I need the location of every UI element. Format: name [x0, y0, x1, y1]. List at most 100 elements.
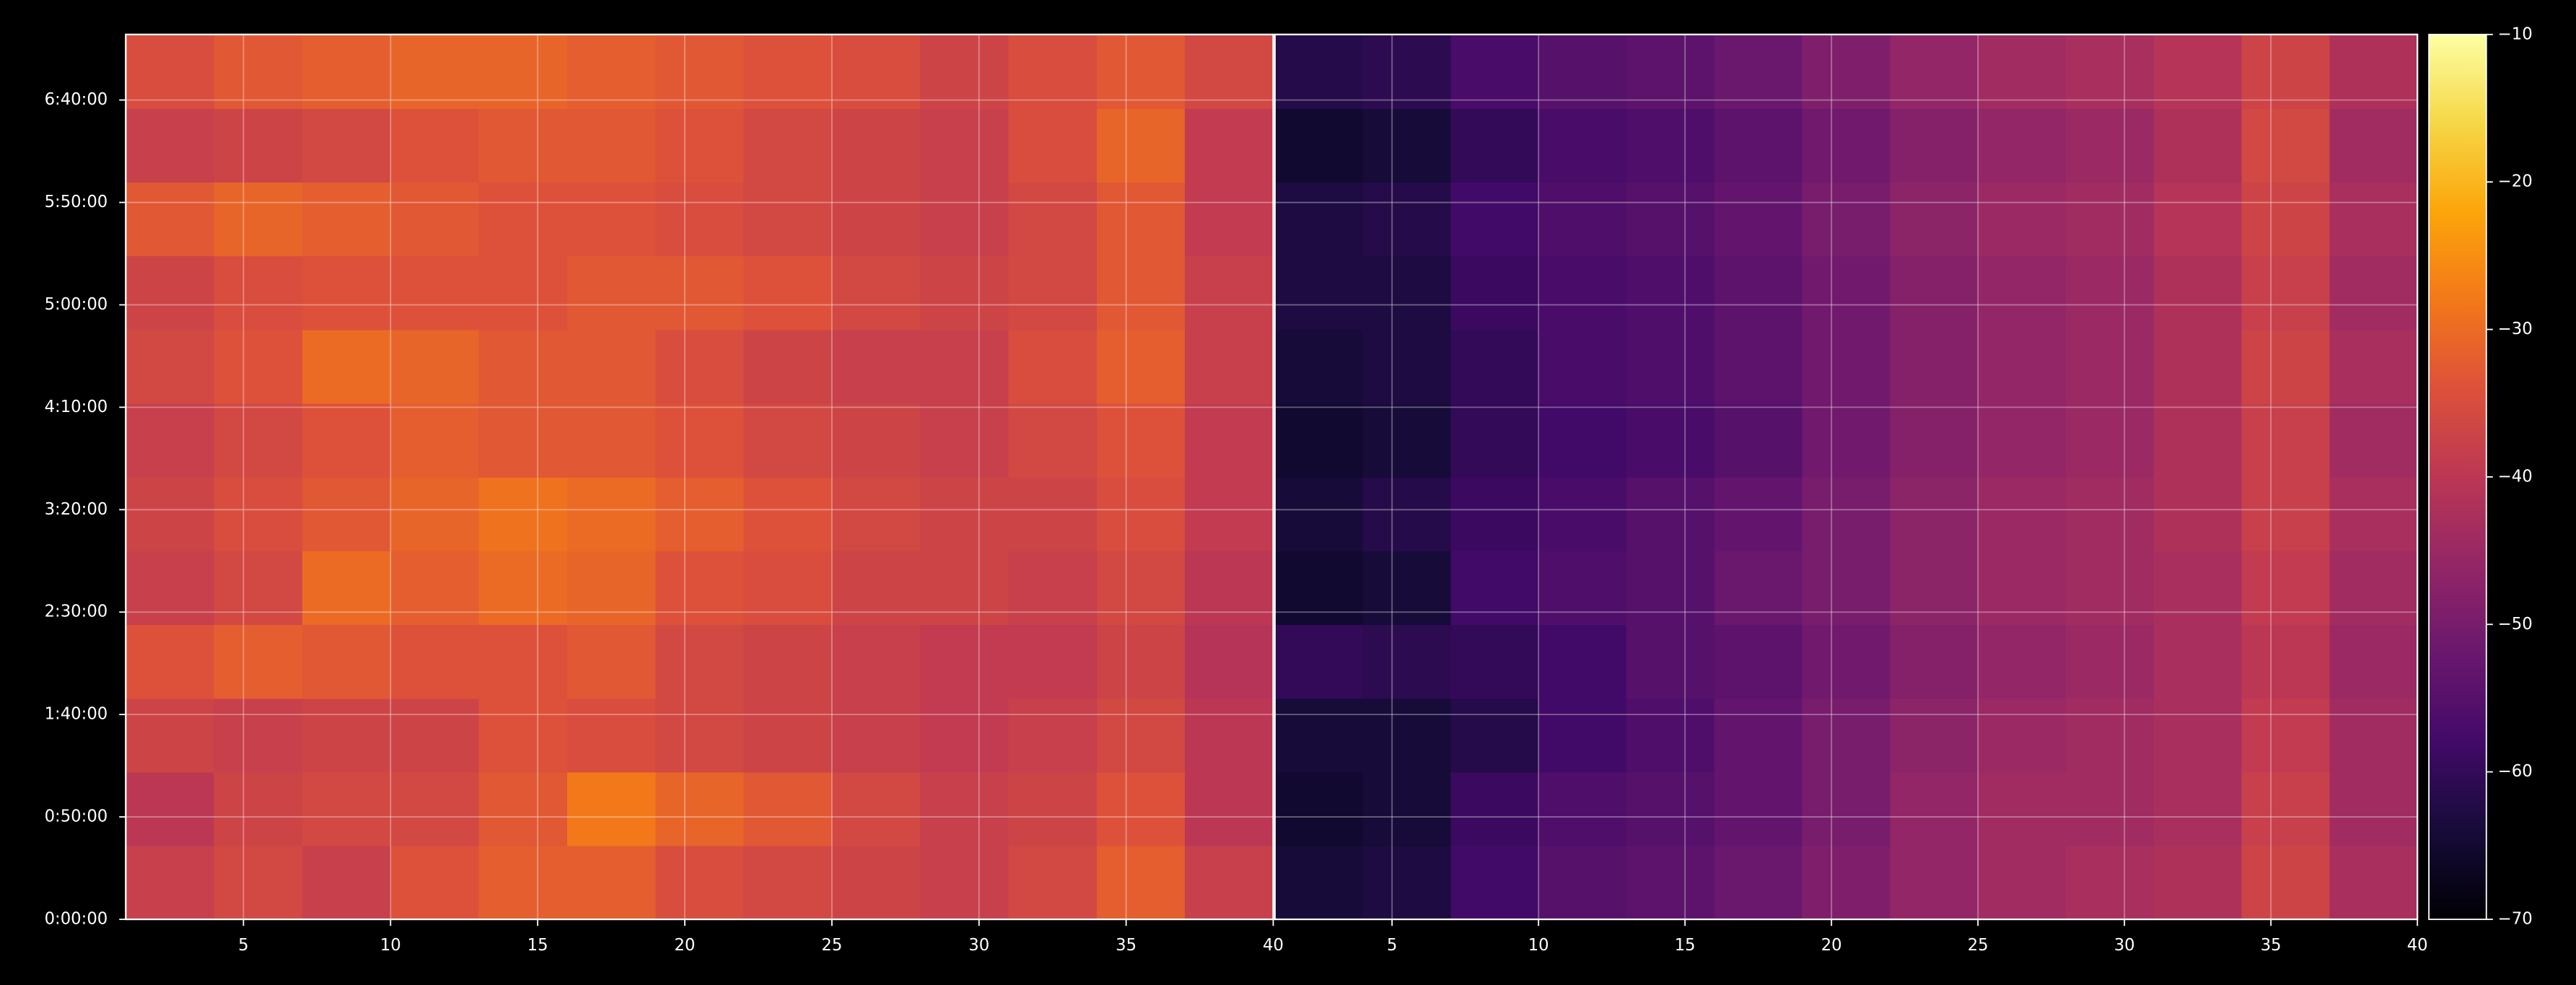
heatmap-cell	[831, 403, 921, 478]
heatmap-cell	[1096, 771, 1186, 846]
heatmap-cell	[1362, 551, 1452, 626]
x-tick-label: 35	[2261, 936, 2282, 955]
heatmap-cell	[1978, 624, 2067, 699]
heatmap-cell	[920, 182, 1009, 257]
heatmap-cell	[1450, 403, 1540, 478]
heatmap-cell	[478, 845, 568, 920]
heatmap-cell	[920, 403, 1009, 478]
heatmap-cell	[1978, 476, 2067, 551]
heatmap-cell	[1626, 771, 1715, 846]
heatmap-cell	[1626, 698, 1715, 773]
heatmap-cell	[1538, 255, 1627, 330]
y-tick-label: 2:30:00	[45, 603, 108, 621]
heatmap-cell	[214, 698, 303, 773]
heatmap-cell	[1185, 698, 1274, 773]
heatmap-cell	[1978, 551, 2067, 626]
heatmap-cell	[2329, 698, 2419, 773]
heatmap-cell	[126, 403, 215, 478]
heatmap-cell	[2329, 403, 2419, 478]
heatmap-cell	[302, 182, 392, 257]
heatmap-cell	[1362, 771, 1452, 846]
heatmap-cell	[1274, 551, 1364, 626]
heatmap-cell	[2329, 845, 2419, 920]
heatmap-cell	[1626, 182, 1715, 257]
heatmap-cell	[2153, 551, 2243, 626]
heatmap-cell	[1538, 182, 1627, 257]
y-tick-label: 5:50:00	[45, 193, 108, 211]
heatmap-cell	[655, 624, 745, 699]
colorbar-tick-label: −30	[2498, 320, 2533, 338]
heatmap-cell	[1008, 624, 1098, 699]
heatmap-cell	[390, 403, 480, 478]
heatmap-cell	[1185, 845, 1274, 920]
heatmap-cell	[1890, 624, 1979, 699]
heatmap-cell	[1890, 771, 1979, 846]
heatmap-cell	[1802, 551, 1891, 626]
heatmap-cell	[1096, 845, 1186, 920]
heatmap-cell	[214, 551, 303, 626]
heatmap-cell	[831, 771, 921, 846]
heatmap-cell	[1714, 329, 1803, 404]
heatmap-cell	[1008, 255, 1098, 330]
heatmap-cell	[655, 34, 745, 109]
heatmap-cell	[1714, 771, 1803, 846]
heatmap-cell	[1714, 34, 1803, 109]
heatmap-cell	[1626, 255, 1715, 330]
heatmap-cell	[1274, 34, 1364, 109]
heatmap-cell	[2241, 476, 2331, 551]
heatmap-cell	[1802, 255, 1891, 330]
heatmap-cell	[302, 771, 392, 846]
heatmap-cell	[1096, 108, 1186, 183]
heatmap-cell	[1362, 108, 1452, 183]
x-tick-label: 40	[1263, 936, 1284, 955]
x-tick-label: 35	[1116, 936, 1136, 955]
heatmap-cell	[1008, 329, 1098, 404]
heatmap-cell	[1008, 34, 1098, 109]
heatmap-cell	[1978, 34, 2067, 109]
heatmap-cell	[126, 108, 215, 183]
heatmap-cell	[2153, 329, 2243, 404]
heatmap-cell	[831, 845, 921, 920]
x-tick-label: 5	[1387, 936, 1397, 955]
heatmap-cell	[920, 476, 1009, 551]
heatmap-cell	[1096, 551, 1186, 626]
x-tick-label: 5	[238, 936, 248, 955]
heatmap-cell	[743, 624, 833, 699]
heatmap-cell	[1096, 34, 1186, 109]
heatmap-cell	[1362, 34, 1452, 109]
heatmap-cell	[1538, 698, 1627, 773]
heatmap-cell	[655, 255, 745, 330]
heatmap-cell	[1008, 698, 1098, 773]
heatmap-cell	[1890, 403, 1979, 478]
heatmap-cell	[1096, 329, 1186, 404]
heatmap-cell	[1538, 624, 1627, 699]
heatmap-cell	[1362, 845, 1452, 920]
heatmap-cell	[1274, 845, 1364, 920]
heatmap-cell	[2329, 255, 2419, 330]
heatmap-cell	[2066, 255, 2155, 330]
heatmap-cell	[1185, 476, 1274, 551]
x-tick-label: 10	[1528, 936, 1549, 955]
heatmap-cell	[214, 771, 303, 846]
heatmap-cell	[302, 476, 392, 551]
heatmap-cell	[1802, 34, 1891, 109]
heatmap-cell	[1626, 329, 1715, 404]
heatmap-cell	[390, 698, 480, 773]
heatmap-cell	[920, 845, 1009, 920]
heatmap-cell	[743, 329, 833, 404]
heatmap-cell	[743, 182, 833, 257]
heatmap-cell	[302, 624, 392, 699]
heatmap-cell	[2241, 108, 2331, 183]
heatmap-cell	[1008, 845, 1098, 920]
heatmap-cell	[302, 845, 392, 920]
heatmap-cell	[1890, 182, 1979, 257]
heatmap-cell	[1185, 624, 1274, 699]
heatmap-cell	[1626, 845, 1715, 920]
heatmap-cell	[2066, 476, 2155, 551]
heatmap-cell	[2066, 551, 2155, 626]
heatmap-cell	[743, 34, 833, 109]
heatmap-cell	[1450, 551, 1540, 626]
heatmap-cell	[1274, 329, 1364, 404]
heatmap-cell	[1978, 182, 2067, 257]
